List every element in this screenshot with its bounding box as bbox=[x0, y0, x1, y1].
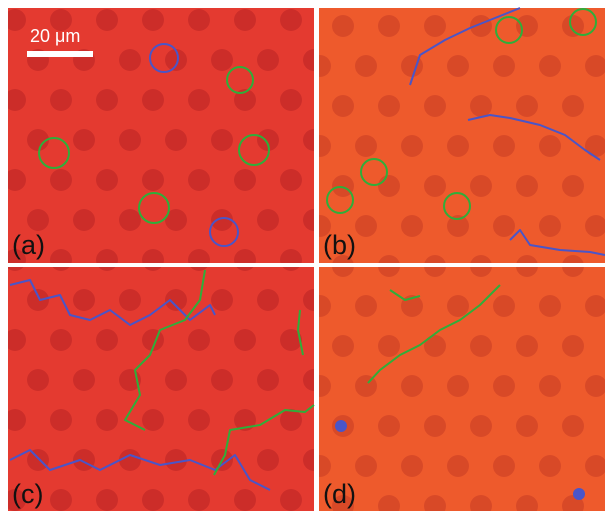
panel-c: (c) bbox=[8, 267, 314, 511]
panel-b: (b) bbox=[319, 8, 605, 263]
panel-label: (c) bbox=[12, 479, 43, 509]
panel-a: 20 μm (a) bbox=[8, 8, 314, 263]
panel-label: (a) bbox=[12, 230, 45, 260]
panel-label: (b) bbox=[323, 230, 356, 260]
panel-d: (d) bbox=[319, 267, 605, 511]
scale-bar-label: 20 μm bbox=[30, 26, 80, 46]
figure: 20 μm (a) (b) (c) (d) bbox=[0, 0, 605, 519]
panel-label: (d) bbox=[323, 479, 356, 509]
